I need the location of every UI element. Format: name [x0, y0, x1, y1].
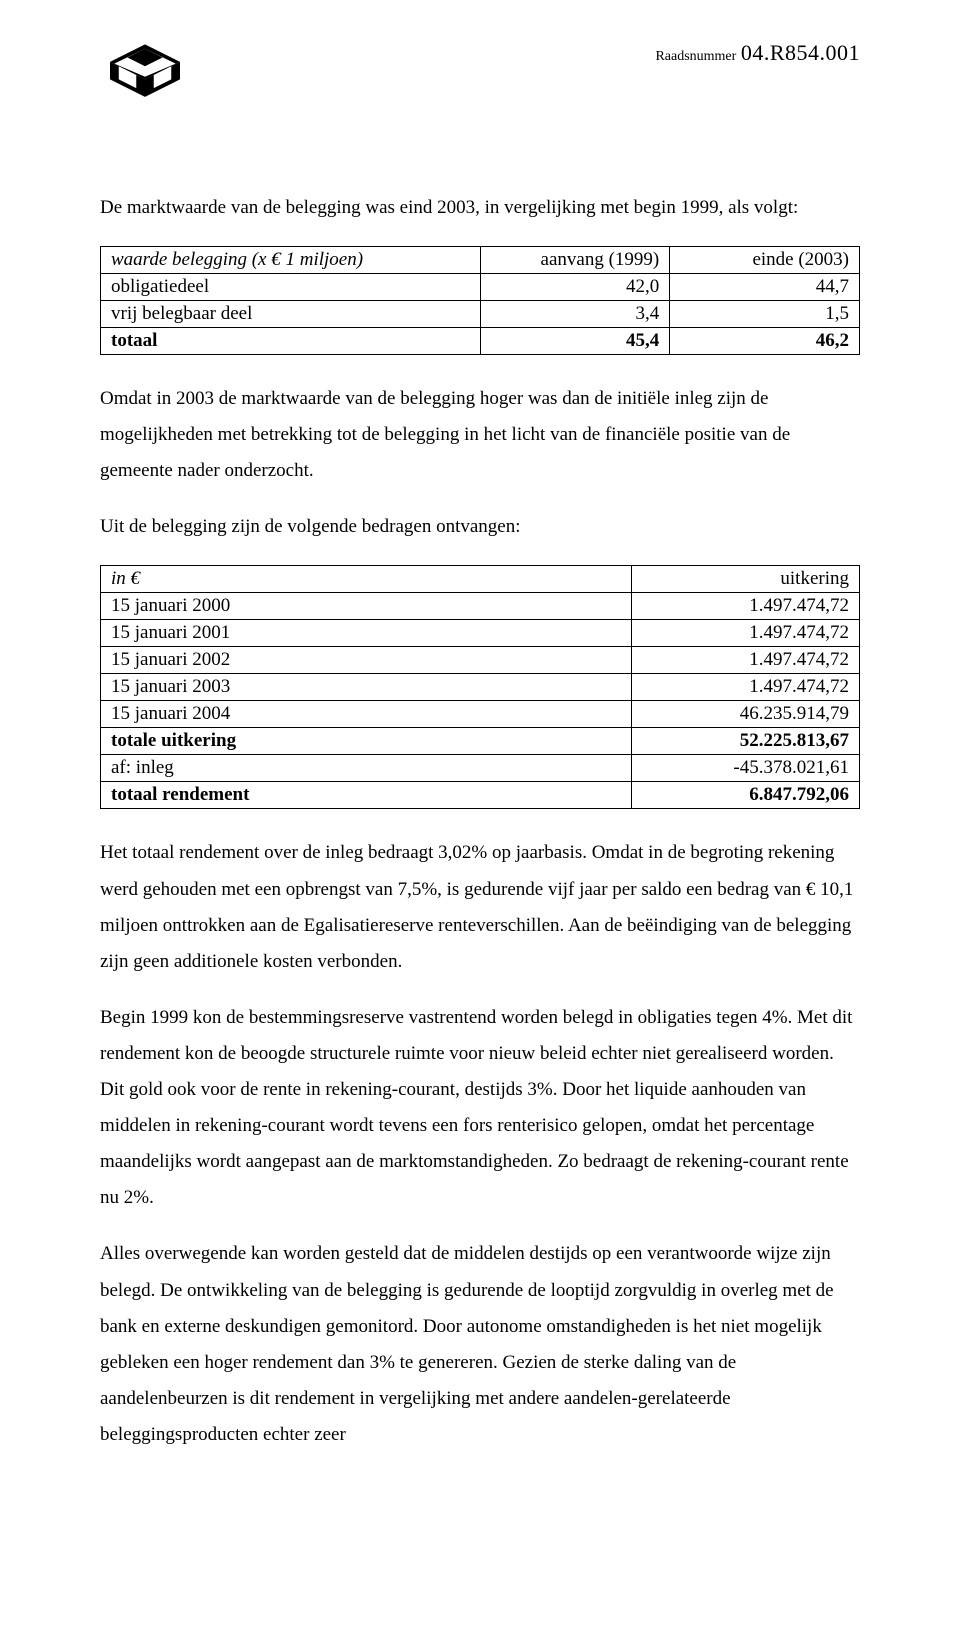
table-row: 15 januari 2001 1.497.474,72	[101, 620, 860, 647]
row-label: 15 januari 2004	[101, 701, 632, 728]
row-label: 15 januari 2001	[101, 620, 632, 647]
table-row-total: totaal 45,4 46,2	[101, 328, 860, 355]
cell-value: 6.847.792,06	[632, 782, 860, 809]
table-header-row: waarde belegging (x € 1 miljoen) aanvang…	[101, 247, 860, 274]
col-header: waarde belegging (x € 1 miljoen)	[101, 247, 481, 274]
row-label: totaal rendement	[101, 782, 632, 809]
cell-value: 3,4	[480, 301, 670, 328]
col-header: aanvang (1999)	[480, 247, 670, 274]
cell-value: 1.497.474,72	[632, 593, 860, 620]
paragraph: Het totaal rendement over de inleg bedra…	[100, 835, 860, 979]
table-row: 15 januari 2004 46.235.914,79	[101, 701, 860, 728]
row-label: totaal	[101, 328, 481, 355]
ref-label: Raadsnummer	[655, 49, 736, 64]
row-label: totale uitkering	[101, 728, 632, 755]
ref-number: 04.R854.001	[741, 40, 860, 65]
col-header: uitkering	[632, 566, 860, 593]
cell-value: 52.225.813,67	[632, 728, 860, 755]
logo-icon	[100, 40, 190, 110]
cell-value: 42,0	[480, 274, 670, 301]
paragraph: Omdat in 2003 de marktwaarde van de bele…	[100, 381, 860, 489]
cell-value: 44,7	[670, 274, 860, 301]
cell-value: 1,5	[670, 301, 860, 328]
col-header: einde (2003)	[670, 247, 860, 274]
row-label: obligatiedeel	[101, 274, 481, 301]
table-row: af: inleg -45.378.021,61	[101, 755, 860, 782]
paragraph: Begin 1999 kon de bestemmingsreserve vas…	[100, 1000, 860, 1217]
table-row: obligatiedeel 42,0 44,7	[101, 274, 860, 301]
row-label: af: inleg	[101, 755, 632, 782]
cell-value: 1.497.474,72	[632, 620, 860, 647]
table-row: vrij belegbaar deel 3,4 1,5	[101, 301, 860, 328]
table-header-row: in € uitkering	[101, 566, 860, 593]
paragraph: Alles overwegende kan worden gesteld dat…	[100, 1236, 860, 1453]
cell-value: 45,4	[480, 328, 670, 355]
cell-value: 46.235.914,79	[632, 701, 860, 728]
row-label: 15 januari 2002	[101, 647, 632, 674]
cell-value: -45.378.021,61	[632, 755, 860, 782]
cell-value: 1.497.474,72	[632, 674, 860, 701]
row-label: vrij belegbaar deel	[101, 301, 481, 328]
table-row-total: totaal rendement 6.847.792,06	[101, 782, 860, 809]
cell-value: 46,2	[670, 328, 860, 355]
intro-paragraph: De marktwaarde van de belegging was eind…	[100, 190, 860, 226]
row-label: 15 januari 2000	[101, 593, 632, 620]
document-reference: Raadsnummer 04.R854.001	[655, 40, 860, 66]
table-row: 15 januari 2003 1.497.474,72	[101, 674, 860, 701]
table-marktwaarde: waarde belegging (x € 1 miljoen) aanvang…	[100, 246, 860, 355]
table-row: 15 januari 2002 1.497.474,72	[101, 647, 860, 674]
table-row: 15 januari 2000 1.497.474,72	[101, 593, 860, 620]
col-header: in €	[101, 566, 632, 593]
paragraph: Uit de belegging zijn de volgende bedrag…	[100, 509, 860, 545]
cell-value: 1.497.474,72	[632, 647, 860, 674]
table-row-subtotal: totale uitkering 52.225.813,67	[101, 728, 860, 755]
table-uitkeringen: in € uitkering 15 januari 2000 1.497.474…	[100, 565, 860, 809]
row-label: 15 januari 2003	[101, 674, 632, 701]
